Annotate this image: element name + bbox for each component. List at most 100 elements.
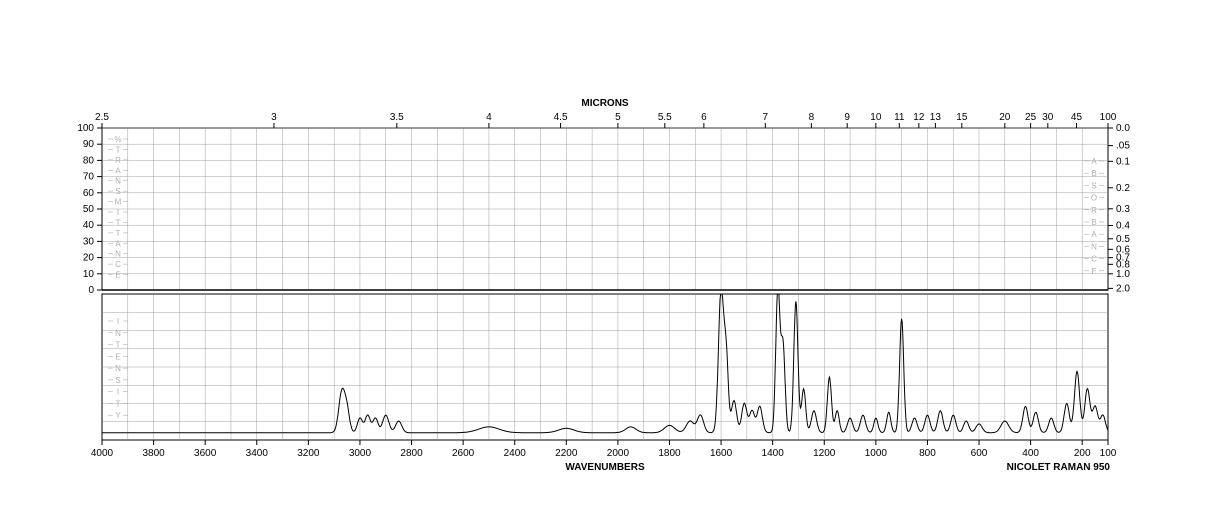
instrument-label: NICOLET RAMAN 950 xyxy=(1007,462,1111,473)
left-tick-label: 30 xyxy=(83,236,95,247)
x-tick-label: 400 xyxy=(1022,448,1039,459)
x-tick-label: 2400 xyxy=(504,448,527,459)
x-tick-label: 2600 xyxy=(452,448,475,459)
vertical-letter: A xyxy=(1091,157,1097,166)
x-tick-label: 3800 xyxy=(142,448,165,459)
x-tick-label: 1800 xyxy=(658,448,681,459)
x-tick-label: 3600 xyxy=(194,448,217,459)
vertical-letter: N xyxy=(115,177,121,186)
vertical-letter: T xyxy=(116,229,121,238)
top-axis-label: MICRONS xyxy=(581,98,629,109)
micron-tick-label: 3 xyxy=(271,112,277,123)
vertical-letter: % xyxy=(114,135,121,144)
vertical-letter: C xyxy=(115,260,121,269)
left-tick-label: 0 xyxy=(88,285,94,296)
micron-tick-label: 30 xyxy=(1042,112,1054,123)
micron-tick-label: 12 xyxy=(913,112,925,123)
micron-tick-label: 20 xyxy=(999,112,1011,123)
x-tick-label: 2000 xyxy=(607,448,630,459)
x-tick-label: 100 xyxy=(1100,448,1117,459)
left-tick-label: 90 xyxy=(83,139,95,150)
left-tick-label: 80 xyxy=(83,155,95,166)
vertical-letter: T xyxy=(116,341,121,350)
bottom-axis-label: WAVENUMBERS xyxy=(565,462,645,473)
vertical-letter: I xyxy=(117,208,119,217)
micron-tick-label: 5 xyxy=(615,112,621,123)
vertical-letter: N xyxy=(115,364,121,373)
vertical-letter: O xyxy=(1091,194,1097,203)
vertical-letter: N xyxy=(1091,242,1097,251)
micron-tick-label: 13 xyxy=(930,112,942,123)
vertical-letter: B xyxy=(1091,218,1096,227)
x-tick-label: 1400 xyxy=(762,448,785,459)
x-tick-label: 4000 xyxy=(91,448,114,459)
right-tick-label: 0.0 xyxy=(1116,123,1130,134)
left-tick-label: 40 xyxy=(83,220,95,231)
vertical-letter: N xyxy=(115,250,121,259)
vertical-letter: I xyxy=(117,317,119,326)
spectrum-chart: 4000380036003400320030002800260024002200… xyxy=(0,0,1224,528)
right-tick-label: 0.1 xyxy=(1116,156,1130,167)
micron-tick-label: 8 xyxy=(809,112,815,123)
x-tick-label: 2800 xyxy=(400,448,423,459)
vertical-letter: M xyxy=(115,198,122,207)
vertical-letter: E xyxy=(1091,267,1096,276)
vertical-letter: S xyxy=(115,376,120,385)
vertical-letter: T xyxy=(116,399,121,408)
left-tick-label: 10 xyxy=(83,269,95,280)
x-tick-label: 3400 xyxy=(246,448,269,459)
vertical-letter: S xyxy=(115,187,120,196)
vertical-letter: T xyxy=(116,145,121,154)
micron-tick-label: 25 xyxy=(1025,112,1037,123)
vertical-letter: A xyxy=(1091,230,1097,239)
micron-tick-label: 4 xyxy=(486,112,492,123)
left-tick-label: 60 xyxy=(83,188,95,199)
vertical-letter: C xyxy=(1091,255,1097,264)
right-tick-label: 0.2 xyxy=(1116,183,1130,194)
vertical-letter: R xyxy=(1091,206,1097,215)
vertical-letter: Y xyxy=(115,411,121,420)
x-tick-label: 2200 xyxy=(555,448,578,459)
micron-tick-label: 7 xyxy=(763,112,769,123)
vertical-letter: B xyxy=(1091,169,1096,178)
x-tick-label: 200 xyxy=(1074,448,1091,459)
micron-tick-label: 6 xyxy=(701,112,707,123)
micron-tick-label: 11 xyxy=(894,112,905,123)
left-tick-label: 20 xyxy=(83,253,95,264)
vertical-letter: R xyxy=(115,156,121,165)
vertical-letter: A xyxy=(115,166,121,175)
x-tick-label: 800 xyxy=(919,448,936,459)
micron-tick-label: 100 xyxy=(1100,112,1117,123)
vertical-letter: S xyxy=(1091,181,1096,190)
micron-tick-label: 45 xyxy=(1071,112,1083,123)
x-tick-label: 600 xyxy=(971,448,988,459)
micron-tick-label: 4.5 xyxy=(554,112,568,123)
micron-tick-label: 2.5 xyxy=(95,112,109,123)
left-tick-label: 70 xyxy=(83,172,95,183)
right-tick-label: .05 xyxy=(1116,141,1130,152)
x-tick-label: 3000 xyxy=(349,448,372,459)
vertical-letter: I xyxy=(117,388,119,397)
right-tick-label: 1.0 xyxy=(1116,269,1130,280)
right-tick-label: 2.0 xyxy=(1116,283,1130,294)
vertical-letter: N xyxy=(115,329,121,338)
right-tick-label: 0.3 xyxy=(1116,204,1130,215)
vertical-letter: T xyxy=(116,218,121,227)
micron-tick-label: 15 xyxy=(956,112,968,123)
micron-tick-label: 5.5 xyxy=(658,112,672,123)
right-tick-label: 0.5 xyxy=(1116,234,1130,245)
x-tick-label: 1200 xyxy=(813,448,836,459)
x-tick-label: 1600 xyxy=(710,448,733,459)
left-tick-label: 50 xyxy=(83,204,95,215)
spectrum-line xyxy=(102,294,1108,433)
x-tick-label: 1000 xyxy=(865,448,888,459)
micron-tick-label: 10 xyxy=(870,112,882,123)
x-tick-label: 3200 xyxy=(297,448,320,459)
right-tick-label: 0.4 xyxy=(1116,221,1130,232)
left-tick-label: 100 xyxy=(77,123,94,134)
micron-tick-label: 9 xyxy=(844,112,850,123)
vertical-letter: E xyxy=(115,352,120,361)
vertical-letter: A xyxy=(115,239,121,248)
vertical-letter: E xyxy=(115,271,120,280)
micron-tick-label: 3.5 xyxy=(390,112,404,123)
